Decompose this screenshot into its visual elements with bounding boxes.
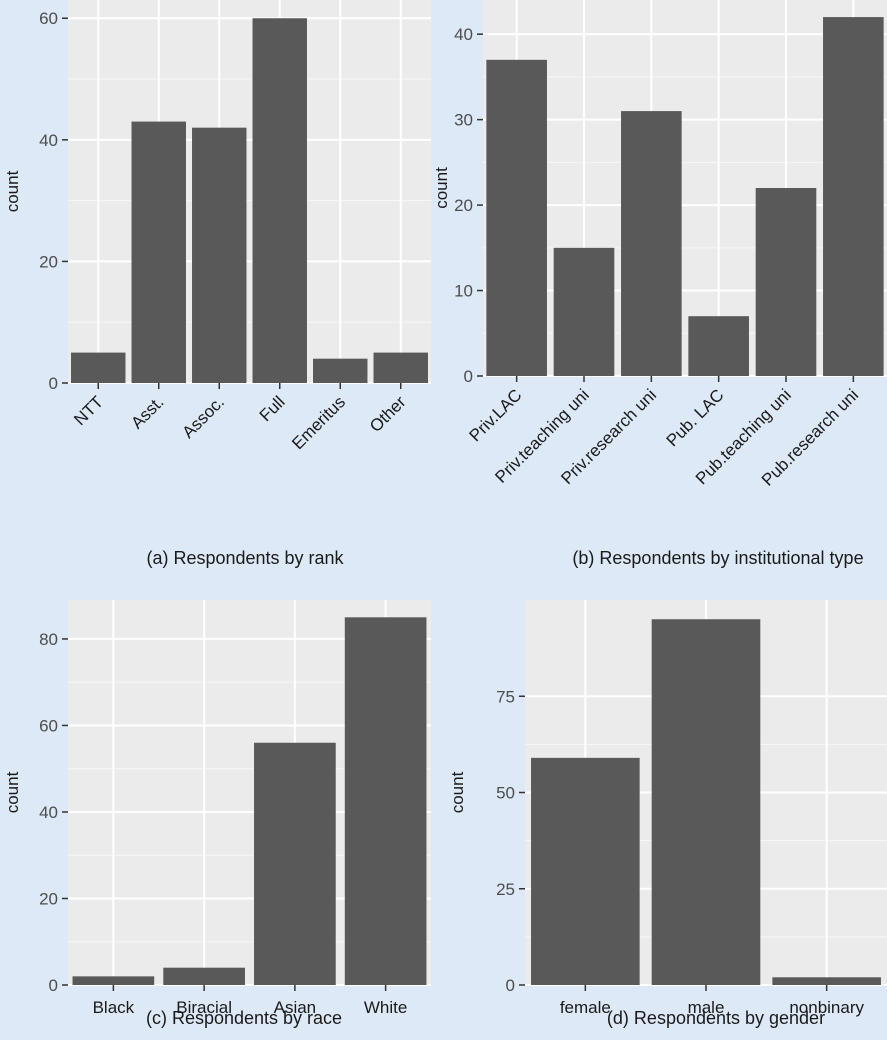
y-axis-title: count [3,771,22,813]
chart-panel-rank: 0 20 40 60 NTT Asst. Assoc. Full Emeritus Other co… [0,0,440,540]
y-tick-label: 20 [39,889,58,908]
y-tick-label: 40 [454,25,473,44]
bar-race-0 [72,976,155,985]
y-tick-label: 40 [39,803,58,822]
x-tick-label: Pub. LAC [663,385,728,450]
x-tick-label: Full [256,392,289,425]
y-tick-label: 0 [49,976,58,995]
chart-panel-gender: 0 25 50 75 female male nonbinary count [440,585,887,1017]
y-tick-label: 0 [464,367,473,386]
bar-institution-5 [823,17,884,376]
bar-gender-1 [651,619,761,985]
bar-institution-0 [486,59,547,377]
bar-race-2 [254,742,336,985]
bar-institution-4 [755,188,817,376]
caption-institution: (b) Respondents by institutional type [572,548,864,568]
bar-race-1 [163,967,245,985]
bar-rank-2 [192,127,247,384]
y-tick-label: 60 [39,9,58,28]
bar-chart-gender: 0 25 50 75 female male nonbinary count [448,600,887,1017]
bar-chart-rank: 0 20 40 60 NTT Asst. Assoc. Full Emeritus Other co… [3,0,431,453]
x-tick-label: Black [93,998,135,1017]
y-tick-label: 80 [39,630,58,649]
bar-race-3 [344,617,427,985]
y-tick-label: 75 [496,687,515,706]
y-tick-label: 20 [454,196,473,215]
caption-rank: (a) Respondents by rank [146,548,344,568]
y-tick-label: 25 [496,880,515,899]
plot-background [68,0,431,383]
y-tick-label: 10 [454,282,473,301]
bar-rank-5 [373,352,428,383]
chart-panel-race: 0 20 40 60 80 Black Biracial Asian White count [0,585,440,1017]
bar-institution-3 [688,316,749,376]
bar-rank-4 [313,358,368,383]
y-axis-title: count [448,771,467,813]
x-tick-label: NTT [70,392,107,429]
x-tick-label: Asst. [127,392,167,432]
x-tick-label: White [364,998,407,1017]
bar-gender-2 [772,977,881,985]
chart-panel-institution: 0 10 20 30 40 Priv.LAC Priv.teaching uni Priv.r… [432,0,887,540]
x-tick-label: nonbinary [789,998,864,1017]
bar-rank-3 [252,18,307,383]
y-tick-label: 60 [39,716,58,735]
y-tick-label: 0 [49,374,58,393]
x-tick-label: Assoc. [179,392,229,442]
caption-gender: (d) Respondents by gender [606,1008,826,1028]
x-tick-label: Priv.LAC [466,385,526,445]
x-tick-label: female [560,998,611,1017]
y-tick-label: 0 [506,976,515,995]
y-tick-label: 30 [454,111,473,130]
bar-rank-1 [131,121,186,383]
bar-gender-0 [531,757,640,985]
bar-institution-1 [553,247,615,376]
caption-race: (c) Respondents by race [145,1008,343,1028]
plot-background [483,0,887,376]
x-tick-label: Emeritus [288,392,349,453]
y-tick-label: 40 [39,131,58,150]
bar-rank-0 [71,352,126,383]
x-tick-label: Asian [274,998,317,1017]
y-tick-label: 20 [39,252,58,271]
bar-institution-2 [621,111,682,376]
y-axis-title: count [432,167,451,209]
y-axis-title: count [3,170,22,212]
x-tick-label: Other [366,392,410,436]
x-tick-label: male [688,998,725,1017]
x-tick-label: Biracial [176,998,232,1017]
bar-chart-race: 0 20 40 60 80 Black Biracial Asian White count [3,600,431,1017]
y-tick-label: 50 [496,784,515,803]
